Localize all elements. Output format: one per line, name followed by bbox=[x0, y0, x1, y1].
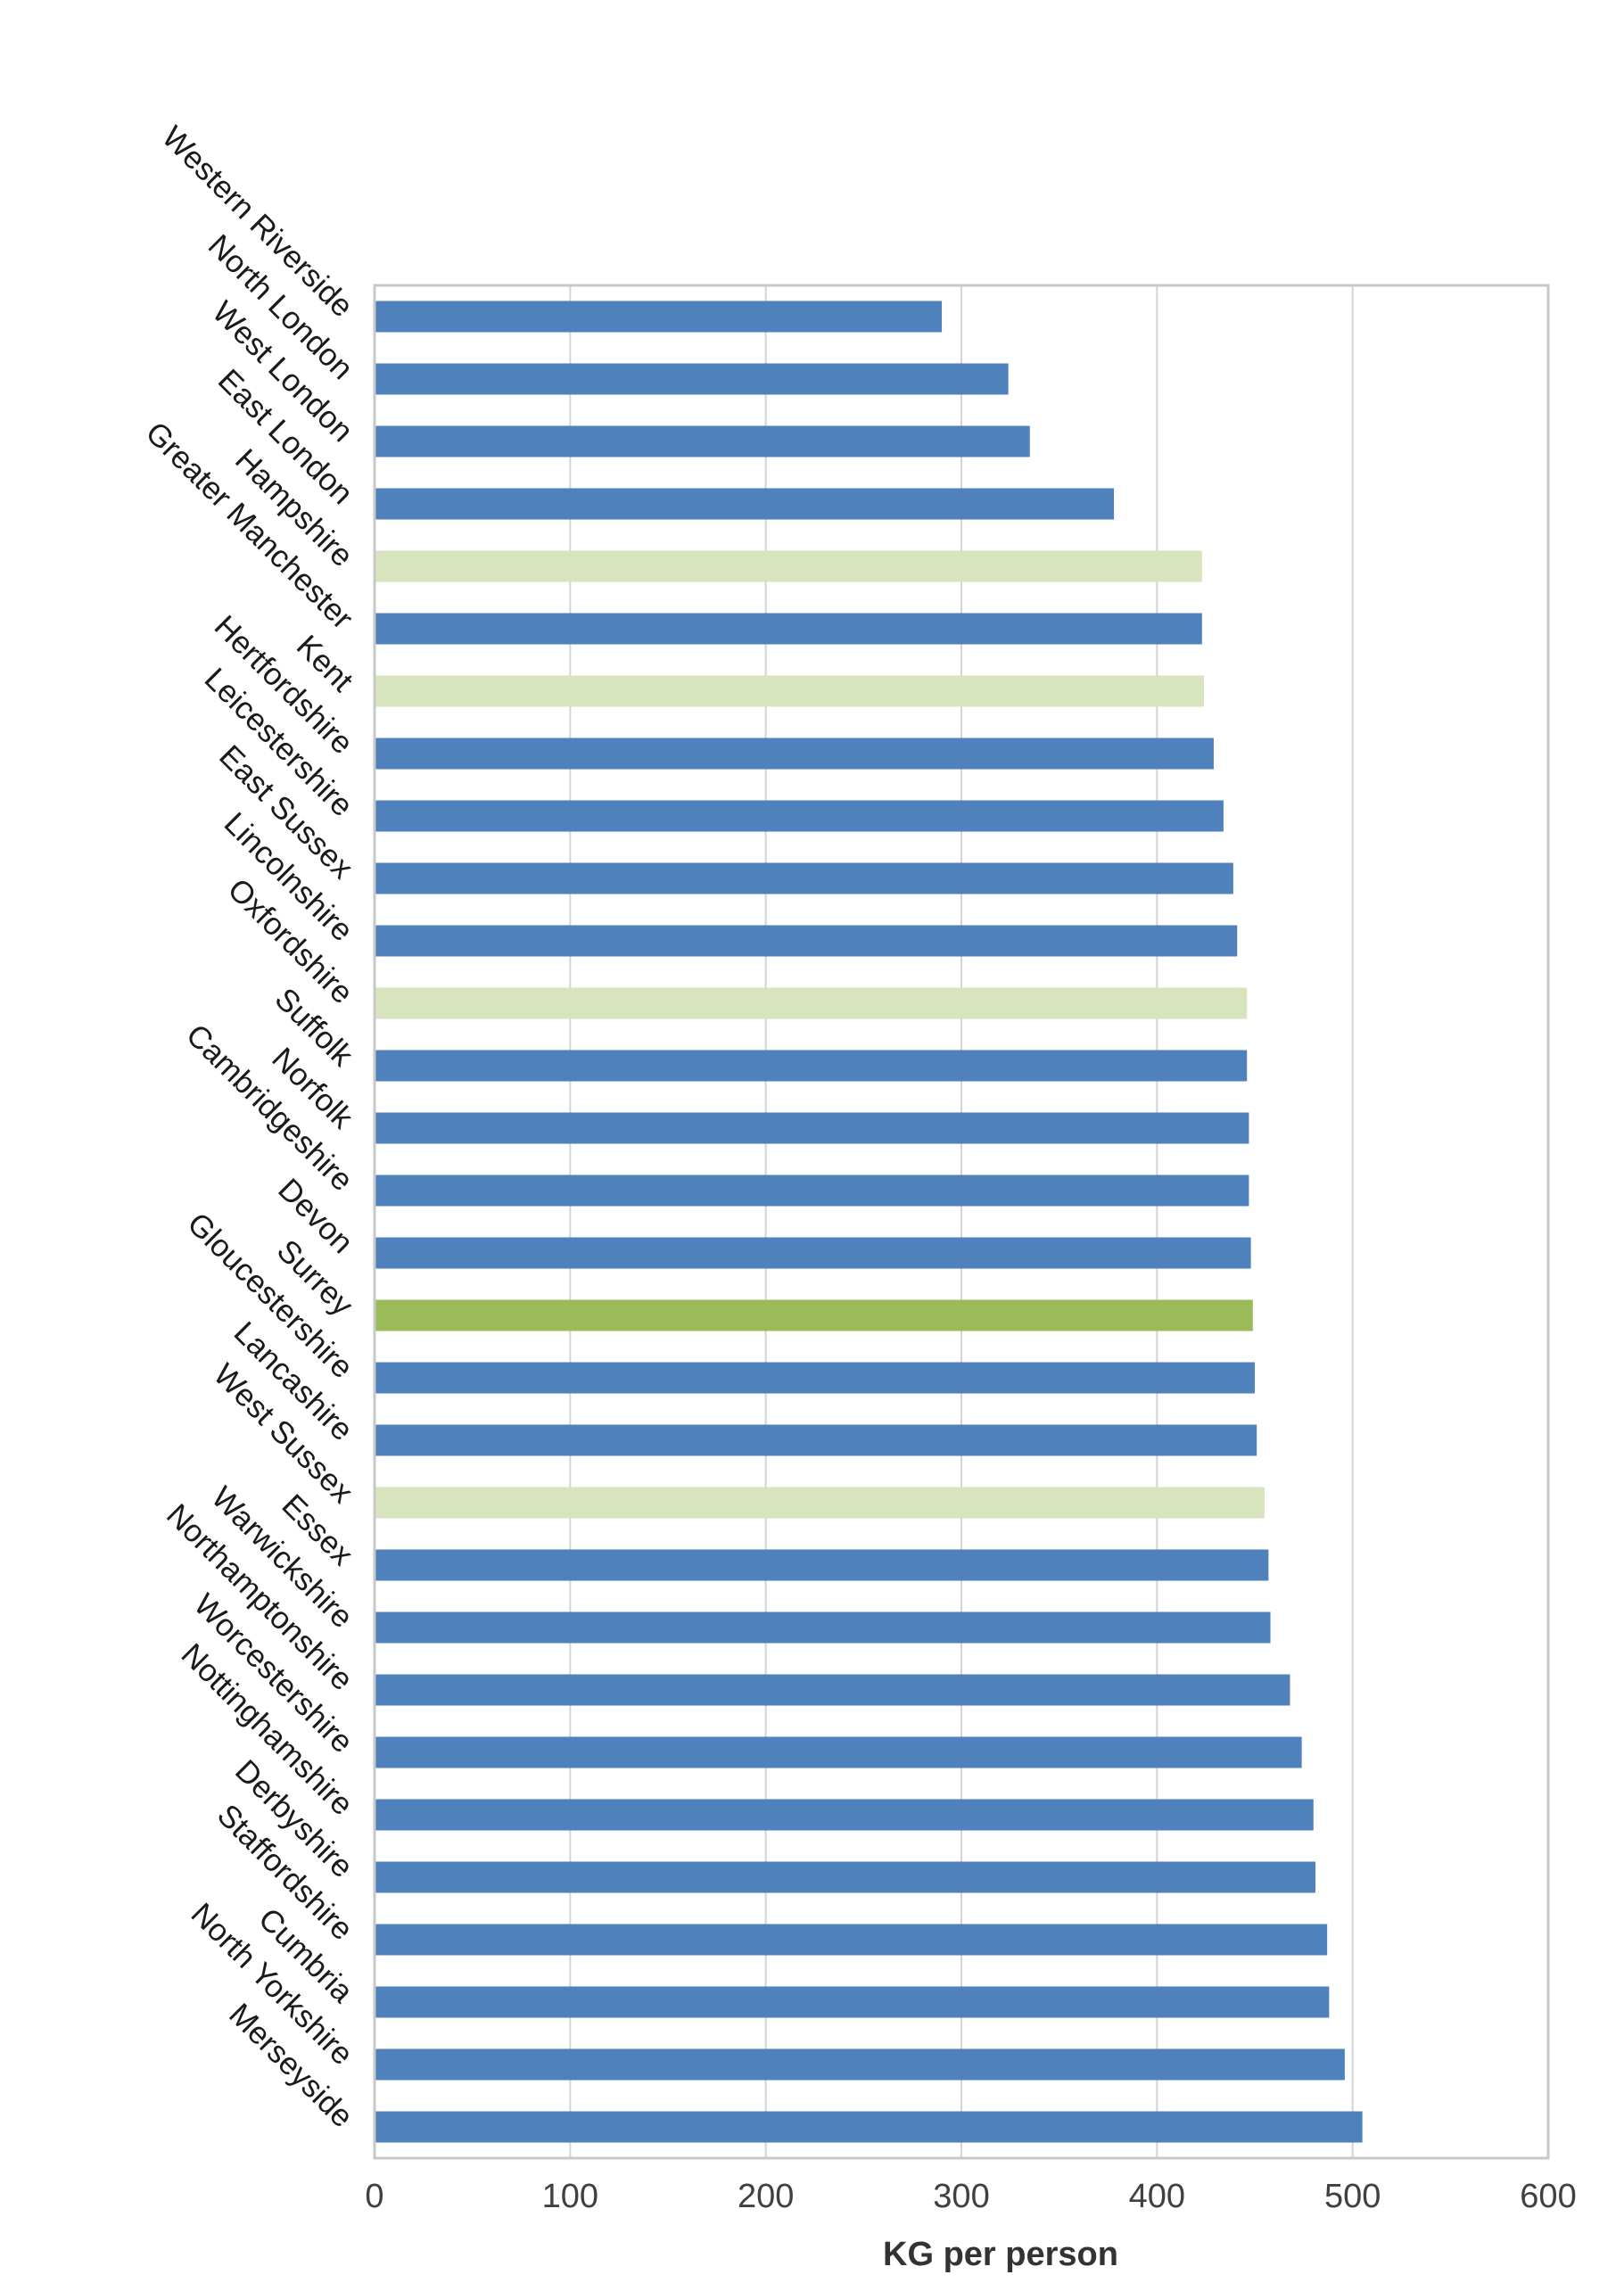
bar bbox=[375, 1112, 1249, 1144]
bar bbox=[375, 2048, 1345, 2081]
x-axis-title: KG per person bbox=[883, 2236, 1118, 2273]
bar bbox=[375, 1424, 1257, 1456]
x-tick-label: 500 bbox=[1324, 2178, 1381, 2215]
bar bbox=[375, 1924, 1328, 1956]
bar bbox=[375, 613, 1202, 645]
bar bbox=[375, 363, 1009, 395]
bar bbox=[375, 1736, 1302, 1768]
bar bbox=[375, 301, 943, 333]
bar bbox=[375, 987, 1248, 1019]
bar bbox=[375, 675, 1204, 707]
bar bbox=[375, 1487, 1265, 1519]
bar bbox=[375, 1050, 1248, 1082]
bar bbox=[375, 1861, 1315, 1893]
bar bbox=[375, 1986, 1330, 2018]
bar bbox=[375, 738, 1214, 770]
bar bbox=[375, 1611, 1271, 1644]
bar bbox=[375, 1299, 1253, 1331]
plot-area-frame bbox=[373, 284, 1550, 2160]
bar bbox=[375, 488, 1115, 520]
gridlines bbox=[569, 285, 1354, 2158]
x-tick-label: 400 bbox=[1129, 2178, 1185, 2215]
bar bbox=[375, 1799, 1314, 1831]
bar bbox=[375, 425, 1030, 457]
bars bbox=[375, 301, 1363, 2143]
x-tick-label: 100 bbox=[542, 2178, 598, 2215]
x-tick-label: 0 bbox=[365, 2178, 383, 2215]
bar bbox=[375, 800, 1224, 832]
bar bbox=[375, 1549, 1269, 1581]
bar bbox=[375, 862, 1233, 894]
x-tick-label: 200 bbox=[738, 2178, 794, 2215]
bar bbox=[375, 1674, 1290, 1706]
x-tick-label: 600 bbox=[1520, 2178, 1576, 2215]
bar bbox=[375, 1237, 1251, 1269]
x-tick-label: 300 bbox=[933, 2178, 989, 2215]
bar bbox=[375, 1362, 1255, 1394]
bar bbox=[375, 2111, 1363, 2143]
x-tick-labels: 0 100 200 300 400 500 600 bbox=[365, 2178, 1576, 2215]
bar bbox=[375, 550, 1202, 582]
bar bbox=[375, 925, 1238, 957]
bar bbox=[375, 1174, 1249, 1207]
